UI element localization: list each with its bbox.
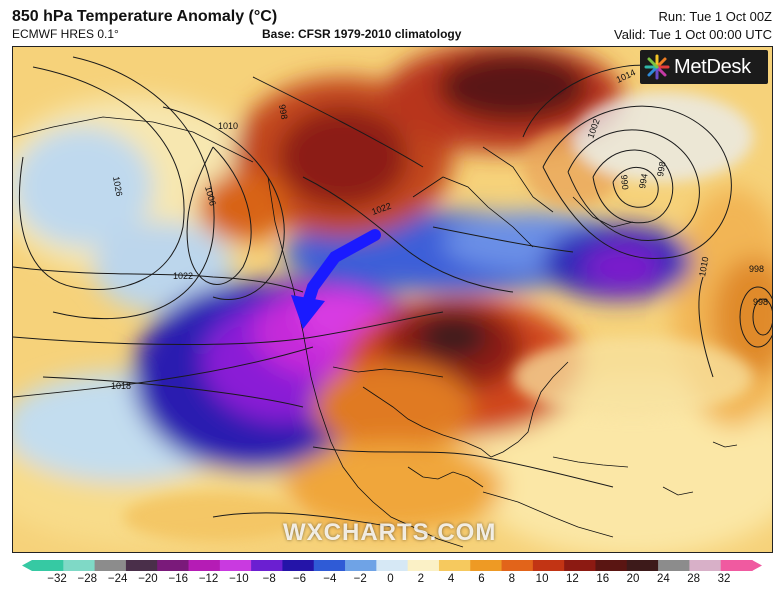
colorbar-segment bbox=[282, 560, 315, 571]
metdesk-logo-text: MetDesk bbox=[674, 55, 751, 78]
colorbar-segment bbox=[251, 560, 284, 571]
colorbar-segment bbox=[501, 560, 534, 571]
colorbar-tick-label: −16 bbox=[168, 573, 189, 585]
metdesk-burst-icon bbox=[644, 54, 670, 80]
colorbar-tick-labels: −32 −28 −24 −20 −16 −12 −10 −8 −6 −4 −2 0 2 4 6 8 10 12 16… bbox=[0, 573, 784, 593]
colorbar-tick-label: 6 bbox=[478, 573, 485, 585]
cold-air-flow-arrow bbox=[291, 229, 381, 329]
colorbar-segment bbox=[376, 560, 409, 571]
colorbar-tick-label: 32 bbox=[717, 573, 731, 585]
colorbar-tick-label: 16 bbox=[596, 573, 610, 585]
colorbar-tick-label: 28 bbox=[687, 573, 701, 585]
isobar-label: 1010 bbox=[218, 121, 238, 131]
isobar-label: 998 bbox=[749, 264, 764, 274]
wxcharts-watermark: WXCHARTS.COM bbox=[283, 519, 497, 546]
colorbar-tick-label: −4 bbox=[323, 573, 337, 585]
colorbar-segment bbox=[626, 560, 659, 571]
isobar-label: 1026 bbox=[111, 176, 124, 197]
isobar-label: 1018 bbox=[111, 381, 131, 391]
colorbar-max-tip bbox=[752, 560, 762, 571]
map-title: 850 hPa Temperature Anomaly (°C) bbox=[12, 8, 278, 25]
anomaly-field bbox=[13, 47, 772, 552]
colorbar-segment bbox=[157, 560, 190, 571]
isobar-label: 990 bbox=[619, 174, 630, 190]
colorbar-segments bbox=[22, 560, 762, 571]
colorbar-tick-label: −6 bbox=[292, 573, 307, 585]
colorbar-tick-label: 20 bbox=[626, 573, 640, 585]
colorbar-segment bbox=[345, 560, 377, 571]
colorbar-tick-label: −10 bbox=[229, 573, 249, 585]
colorbar-segment bbox=[470, 560, 503, 571]
colorbar-segment bbox=[658, 560, 690, 571]
chart-header: 850 hPa Temperature Anomaly (°C) ECMWF H… bbox=[0, 0, 784, 46]
colorbar-segment bbox=[313, 560, 346, 571]
isobar-label: 1010 bbox=[697, 256, 710, 277]
isobar-label: 998 bbox=[655, 161, 667, 178]
run-time: Run: Tue 1 Oct 00Z bbox=[658, 9, 772, 24]
colorbar-segment bbox=[532, 560, 565, 571]
colorbar bbox=[22, 560, 762, 571]
colorbar-tick-label: 8 bbox=[508, 573, 515, 585]
colorbar-segment bbox=[125, 560, 158, 571]
isobar-label: 998 bbox=[753, 297, 768, 307]
colorbar-segment bbox=[438, 560, 471, 571]
colorbar-segment bbox=[63, 560, 96, 571]
colorbar-tick-label: −2 bbox=[353, 573, 367, 585]
colorbar-segment bbox=[407, 560, 440, 571]
colorbar-tick-label: −12 bbox=[198, 573, 219, 585]
colorbar-segment bbox=[595, 560, 628, 571]
climatology-base: Base: CFSR 1979-2010 climatology bbox=[262, 27, 462, 41]
colorbar-tick-label: 4 bbox=[447, 573, 455, 585]
model-name: ECMWF HRES 0.1° bbox=[12, 27, 119, 41]
colorbar-tick-label: −24 bbox=[107, 573, 128, 585]
coastlines bbox=[13, 116, 738, 548]
isobar-label: 998 bbox=[277, 104, 289, 121]
colorbar-tick-label: 12 bbox=[566, 573, 579, 585]
map-canvas: 1026 1010 1006 1018 1022 1022 1014 1002 … bbox=[13, 47, 772, 552]
colorbar-tick-label: −20 bbox=[138, 573, 158, 585]
colorbar-min-tip bbox=[22, 560, 32, 571]
colorbar-tick-label: −32 bbox=[47, 573, 67, 585]
colorbar-tick-label: 24 bbox=[656, 573, 670, 585]
isobars bbox=[13, 56, 772, 528]
colorbar-segment bbox=[219, 560, 252, 571]
isobar-label: 994 bbox=[637, 173, 649, 190]
isobar-label: 1022 bbox=[173, 271, 193, 281]
metdesk-logo: MetDesk bbox=[640, 50, 768, 84]
colorbar-segment bbox=[94, 560, 127, 571]
colorbar-segment bbox=[720, 560, 753, 571]
colorbar-segment bbox=[689, 560, 722, 571]
anomaly-map: 1026 1010 1006 1018 1022 1022 1014 1002 … bbox=[12, 46, 773, 553]
colorbar-segment bbox=[564, 560, 597, 571]
colorbar-tick-label: 2 bbox=[417, 573, 425, 585]
colorbar-segment bbox=[188, 560, 221, 571]
colorbar-tick-label: 10 bbox=[535, 573, 549, 585]
valid-time: Valid: Tue 1 Oct 00:00 UTC bbox=[614, 27, 772, 42]
colorbar-tick-label: −8 bbox=[262, 573, 276, 585]
colorbar-tick-label: −28 bbox=[77, 573, 98, 585]
colorbar-tick-label: 0 bbox=[387, 573, 394, 585]
colorbar-segment bbox=[32, 560, 64, 571]
